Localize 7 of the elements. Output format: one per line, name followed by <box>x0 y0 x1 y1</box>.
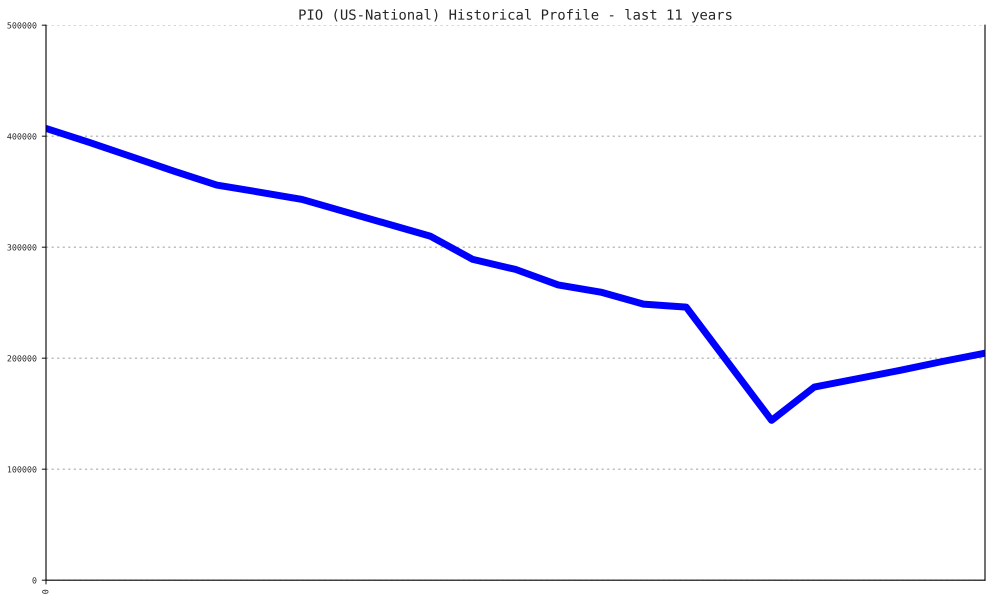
y-tick-label: 400000 <box>7 133 36 140</box>
y-tick-label: 500000 <box>7 22 36 29</box>
chart-title: PIO (US-National) Historical Profile - last 11 years <box>299 9 732 23</box>
y-tick-label: 0 <box>32 577 36 584</box>
y-tick-label: 300000 <box>7 244 36 251</box>
y-tick-label: 200000 <box>7 355 36 362</box>
y-tick-label: 100000 <box>8 466 36 473</box>
